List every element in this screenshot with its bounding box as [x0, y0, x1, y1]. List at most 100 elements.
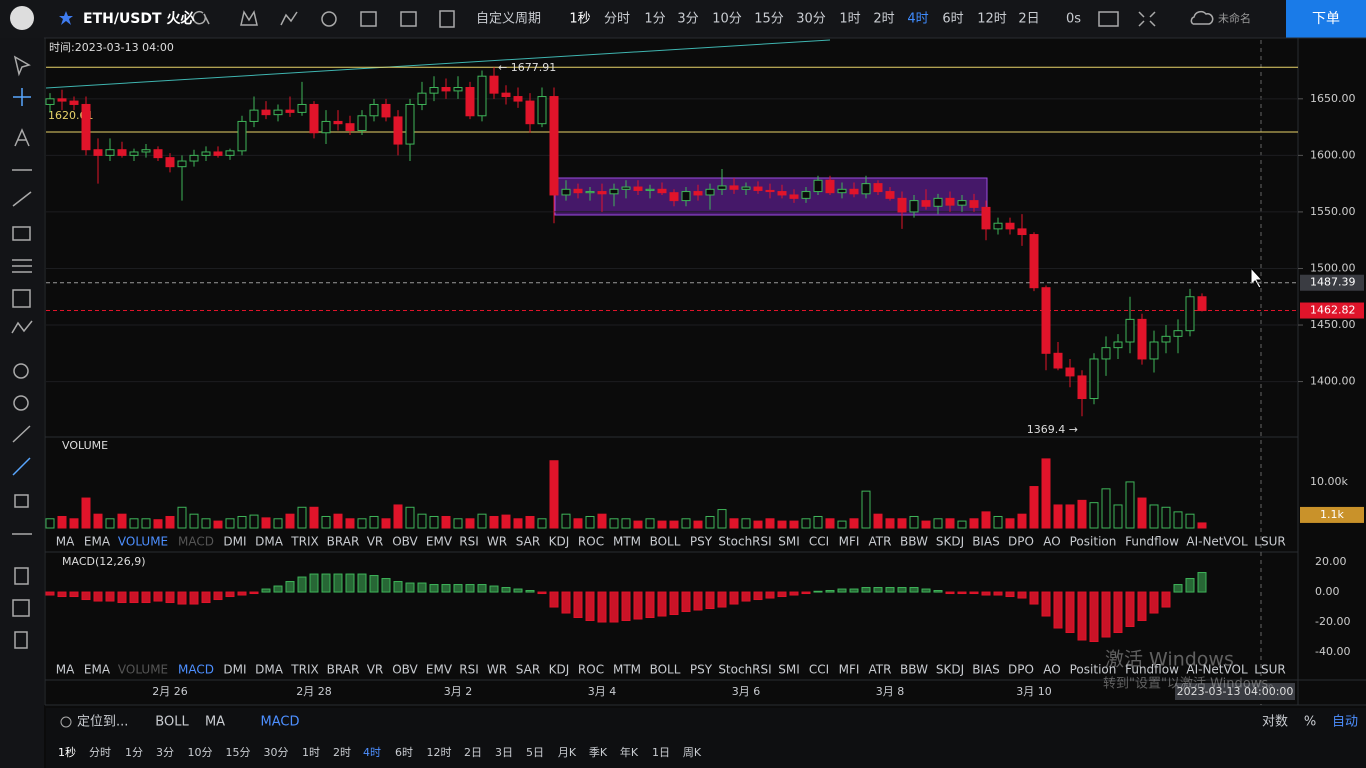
period[interactable]: 12时: [977, 12, 1007, 27]
indicator-tab[interactable]: AO: [1043, 663, 1060, 677]
indicator-tab[interactable]: DMI: [223, 663, 246, 677]
indicator-tab[interactable]: WR: [487, 535, 507, 549]
indicator-tab[interactable]: VR: [367, 663, 384, 677]
indicator-tab[interactable]: CCI: [809, 663, 829, 677]
workspace[interactable]: 未命名: [1218, 11, 1251, 25]
footer-period[interactable]: 30分: [264, 746, 289, 759]
indicator-tab[interactable]: SMI: [778, 663, 800, 677]
indicator-tab[interactable]: BIAS: [972, 663, 1000, 677]
indicator-tab[interactable]: EMV: [426, 535, 453, 549]
footer-period[interactable]: 6时: [395, 746, 413, 759]
indicator-tab[interactable]: ROC: [578, 663, 604, 677]
period[interactable]: 1分: [644, 12, 665, 27]
order-button-bg[interactable]: [1286, 0, 1366, 38]
footer-tab[interactable]: MACD: [261, 715, 300, 730]
footer-period[interactable]: 3日: [495, 746, 513, 759]
footer-tab[interactable]: MA: [205, 715, 225, 730]
period[interactable]: 2日: [1018, 12, 1039, 27]
indicator-tab[interactable]: MTM: [613, 663, 641, 677]
indicator-tab[interactable]: OBV: [392, 535, 418, 549]
footer-period[interactable]: 15分: [226, 746, 251, 759]
indicator-tab[interactable]: KDJ: [549, 535, 570, 549]
indicator-tab[interactable]: EMV: [426, 663, 453, 677]
footer-period[interactable]: 季K: [589, 746, 608, 759]
footer-period[interactable]: 1时: [302, 746, 320, 759]
footer-period[interactable]: 周K: [683, 746, 702, 759]
footer-period[interactable]: 年K: [620, 745, 639, 759]
indicator-tab[interactable]: PSY: [690, 663, 713, 677]
indicator-tab[interactable]: PSY: [690, 535, 713, 549]
indicator-tab[interactable]: SAR: [516, 663, 540, 677]
indicator-tab[interactable]: AO: [1043, 535, 1060, 549]
footer-period[interactable]: 1日: [652, 746, 670, 759]
footer-period[interactable]: 分时: [89, 746, 111, 759]
locate[interactable]: 定位到...: [77, 715, 128, 730]
indicator-tab[interactable]: MFI: [839, 663, 860, 677]
footer-period[interactable]: 2日: [464, 746, 482, 759]
indicator-tab[interactable]: StochRSI: [718, 663, 771, 677]
period[interactable]: 10分: [712, 12, 742, 27]
indicator-tab[interactable]: StochRSI: [718, 535, 771, 549]
indicator-tab[interactable]: EMA: [84, 663, 111, 677]
period[interactable]: 1秒: [569, 12, 590, 27]
footer-period[interactable]: 2时: [333, 746, 351, 759]
indicator-tab[interactable]: DPO: [1008, 535, 1034, 549]
period[interactable]: 3分: [677, 12, 698, 27]
order-button[interactable]: 下单: [1312, 11, 1340, 27]
footer-period[interactable]: 月K: [558, 746, 577, 759]
indicator-tab[interactable]: TRIX: [290, 535, 318, 549]
period[interactable]: 6时: [942, 12, 963, 27]
indicator-tab[interactable]: LSUR: [1254, 663, 1285, 677]
footer-tab[interactable]: BOLL: [155, 715, 189, 730]
footer-period[interactable]: 12时: [427, 746, 452, 759]
indicator-tab[interactable]: MACD: [178, 663, 214, 677]
indicator-tab[interactable]: RSI: [459, 663, 479, 677]
indicator-tab[interactable]: CCI: [809, 535, 829, 549]
period[interactable]: 1时: [839, 12, 860, 27]
indicator-tab[interactable]: MA: [56, 535, 75, 549]
period[interactable]: 4时: [907, 12, 928, 27]
indicator-tab[interactable]: DMI: [223, 535, 246, 549]
indicator-tab[interactable]: ROC: [578, 535, 604, 549]
indicator-tab[interactable]: DMA: [255, 663, 284, 677]
favorite-star[interactable]: [59, 11, 73, 25]
indicator-tab[interactable]: Position: [1070, 535, 1117, 549]
indicator-tab[interactable]: RSI: [459, 535, 479, 549]
footer-option[interactable]: %: [1304, 715, 1316, 730]
indicator-tab[interactable]: WR: [487, 663, 507, 677]
indicator-tab[interactable]: BRAR: [327, 663, 360, 677]
indicator-tab[interactable]: AI-NetVOL: [1186, 535, 1248, 549]
indicator-tab[interactable]: TRIX: [290, 663, 318, 677]
indicator-tab[interactable]: LSUR: [1254, 535, 1285, 549]
indicator-tab[interactable]: EMA: [84, 535, 111, 549]
indicator-tab[interactable]: Position: [1070, 663, 1117, 677]
footer-period[interactable]: 5日: [526, 746, 544, 759]
footer-option[interactable]: 对数: [1262, 715, 1288, 730]
indicator-tab[interactable]: AI-NetVOL: [1186, 663, 1248, 677]
footer-period[interactable]: 1分: [125, 746, 143, 759]
indicator-tab[interactable]: BBW: [900, 663, 928, 677]
indicator-tab[interactable]: VOLUME: [118, 663, 168, 677]
indicator-tab[interactable]: ATR: [869, 663, 892, 677]
indicator-tab[interactable]: BOLL: [650, 663, 681, 677]
indicator-tab[interactable]: MTM: [613, 535, 641, 549]
symbol[interactable]: ETH/USDT 火必: [83, 10, 194, 27]
indicator-tab[interactable]: Fundflow: [1125, 535, 1179, 549]
period[interactable]: 分时: [604, 12, 630, 27]
indicator-tab[interactable]: VOLUME: [118, 535, 168, 549]
footer-period[interactable]: 4时: [363, 746, 381, 759]
indicator-tab[interactable]: ATR: [869, 535, 892, 549]
indicator-tab[interactable]: Fundflow: [1125, 663, 1179, 677]
footer-period[interactable]: 1秒: [58, 745, 76, 759]
indicator-tab[interactable]: SKDJ: [936, 663, 964, 677]
indicator-tab[interactable]: MACD: [178, 535, 214, 549]
custom-period[interactable]: 自定义周期: [476, 12, 541, 27]
indicator-tab[interactable]: BBW: [900, 535, 928, 549]
indicator-tab[interactable]: OBV: [392, 663, 418, 677]
indicator-tab[interactable]: BIAS: [972, 535, 1000, 549]
indicator-tab[interactable]: MA: [56, 663, 75, 677]
indicator-tab[interactable]: BOLL: [650, 535, 681, 549]
period[interactable]: 30分: [796, 12, 826, 27]
indicator-tab[interactable]: KDJ: [549, 663, 570, 677]
indicator-tab[interactable]: MFI: [839, 535, 860, 549]
